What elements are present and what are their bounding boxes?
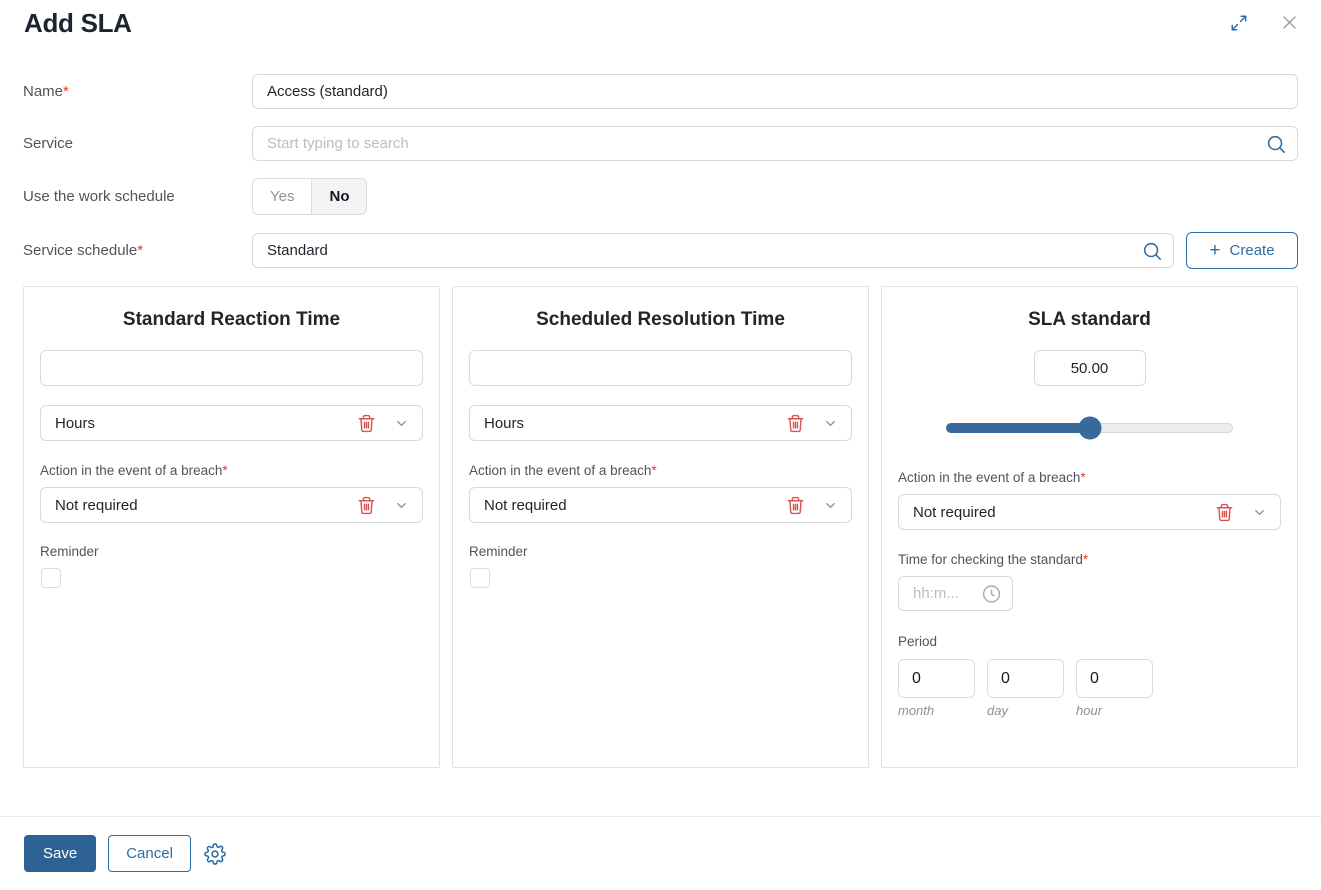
gear-icon[interactable]	[204, 842, 226, 865]
name-label: Name*	[23, 83, 69, 100]
cancel-button[interactable]: Cancel	[108, 835, 191, 872]
resolution-time-value-input[interactable]	[469, 350, 852, 386]
period-field-month: month	[898, 659, 975, 718]
name-field[interactable]	[252, 74, 1298, 109]
sla-percent-slider[interactable]	[946, 416, 1233, 440]
reaction-time-unit-select[interactable]: Hours	[40, 405, 423, 441]
chevron-down-icon	[823, 416, 838, 431]
panel-sla-standard: SLA standard Action in the event of a br…	[881, 286, 1298, 768]
toggle-option-no[interactable]: No	[312, 179, 367, 214]
create-button[interactable]: + Create	[1186, 232, 1298, 269]
service-label: Service	[23, 135, 74, 152]
save-button[interactable]: Save	[24, 835, 97, 872]
service-row: Service	[23, 126, 1298, 161]
trash-icon[interactable]	[357, 413, 376, 434]
select-value: Not required	[55, 496, 138, 514]
select-value: Not required	[913, 503, 996, 521]
required-mark: *	[651, 463, 657, 478]
page-title: Add SLA	[24, 8, 132, 38]
period-unit-label: day	[987, 703, 1008, 718]
chevron-down-icon	[1252, 505, 1267, 520]
reminder-checkbox[interactable]	[41, 568, 61, 588]
required-mark: *	[1080, 470, 1086, 485]
required-mark: *	[222, 463, 228, 478]
reminder-checkbox[interactable]	[470, 568, 490, 588]
chevron-down-icon	[823, 498, 838, 513]
name-row: Name*	[23, 74, 1298, 109]
required-mark: *	[137, 242, 144, 259]
service-schedule-row: Service schedule* + Create	[23, 232, 1298, 269]
trash-icon[interactable]	[786, 413, 805, 434]
period-row: month day hour	[898, 659, 1281, 718]
panel-title: Scheduled Resolution Time	[536, 309, 785, 330]
reaction-breach-action-select[interactable]: Not required	[40, 487, 423, 523]
clock-icon[interactable]	[981, 583, 1002, 604]
toggle-option-yes[interactable]: Yes	[253, 179, 313, 214]
select-value: Not required	[484, 496, 567, 514]
reminder-label: Reminder	[469, 544, 528, 559]
trash-icon[interactable]	[1215, 502, 1234, 523]
time-check-input[interactable]	[898, 576, 1013, 611]
panel-title: SLA standard	[1028, 309, 1151, 330]
slider-fill	[946, 423, 1090, 433]
work-schedule-row: Use the work schedule Yes No	[23, 178, 1298, 215]
work-schedule-toggle: Yes No	[252, 178, 368, 215]
trash-icon[interactable]	[786, 495, 805, 516]
period-field-day: day	[987, 659, 1064, 718]
required-mark: *	[1082, 552, 1089, 567]
breach-label: Action in the event of a breach*	[898, 470, 1086, 485]
select-value: Hours	[55, 414, 96, 432]
service-schedule-input[interactable]	[252, 233, 1174, 268]
time-check-label: Time for checking the standard*	[898, 552, 1089, 567]
period-unit-label: month	[898, 703, 935, 718]
search-icon[interactable]	[1141, 240, 1163, 262]
chevron-down-icon	[394, 498, 409, 513]
service-search-input[interactable]	[252, 126, 1298, 161]
select-value: Hours	[484, 414, 525, 432]
slider-thumb[interactable]	[1078, 416, 1101, 440]
chevron-down-icon	[394, 416, 409, 431]
period-field-hour: hour	[1076, 659, 1153, 718]
reminder-label: Reminder	[40, 544, 99, 559]
panel-scheduled-resolution-time: Scheduled Resolution Time Hours Action i…	[452, 286, 869, 768]
resolution-time-unit-select[interactable]: Hours	[469, 405, 852, 441]
dialog-header: Add SLA	[0, 0, 1321, 39]
plus-icon: +	[1209, 240, 1221, 261]
service-schedule-label: Service schedule*	[23, 242, 144, 259]
period-label: Period	[898, 634, 938, 649]
resolution-breach-action-select[interactable]: Not required	[469, 487, 852, 523]
search-icon[interactable]	[1265, 133, 1287, 155]
close-icon[interactable]	[1280, 13, 1299, 32]
window-actions	[1230, 13, 1299, 32]
reaction-time-value-input[interactable]	[40, 350, 423, 386]
panel-standard-reaction-time: Standard Reaction Time Hours Action in t…	[23, 286, 440, 768]
breach-label: Action in the event of a breach*	[469, 463, 657, 478]
sla-breach-action-select[interactable]: Not required	[898, 494, 1281, 530]
breach-label: Action in the event of a breach*	[40, 463, 228, 478]
expand-icon[interactable]	[1230, 14, 1248, 32]
work-schedule-label: Use the work schedule	[23, 188, 175, 205]
trash-icon[interactable]	[357, 495, 376, 516]
period-hour-input[interactable]	[1076, 659, 1153, 698]
panel-title: Standard Reaction Time	[122, 309, 341, 330]
dialog-footer: Save Cancel	[0, 816, 1321, 890]
panels-row: Standard Reaction Time Hours Action in t…	[0, 286, 1321, 768]
required-mark: *	[63, 83, 69, 100]
sla-percent-input[interactable]	[1033, 350, 1146, 386]
period-day-input[interactable]	[987, 659, 1064, 698]
sla-form: Name* Service Use	[0, 74, 1321, 269]
period-unit-label: hour	[1076, 703, 1103, 718]
period-month-input[interactable]	[898, 659, 975, 698]
